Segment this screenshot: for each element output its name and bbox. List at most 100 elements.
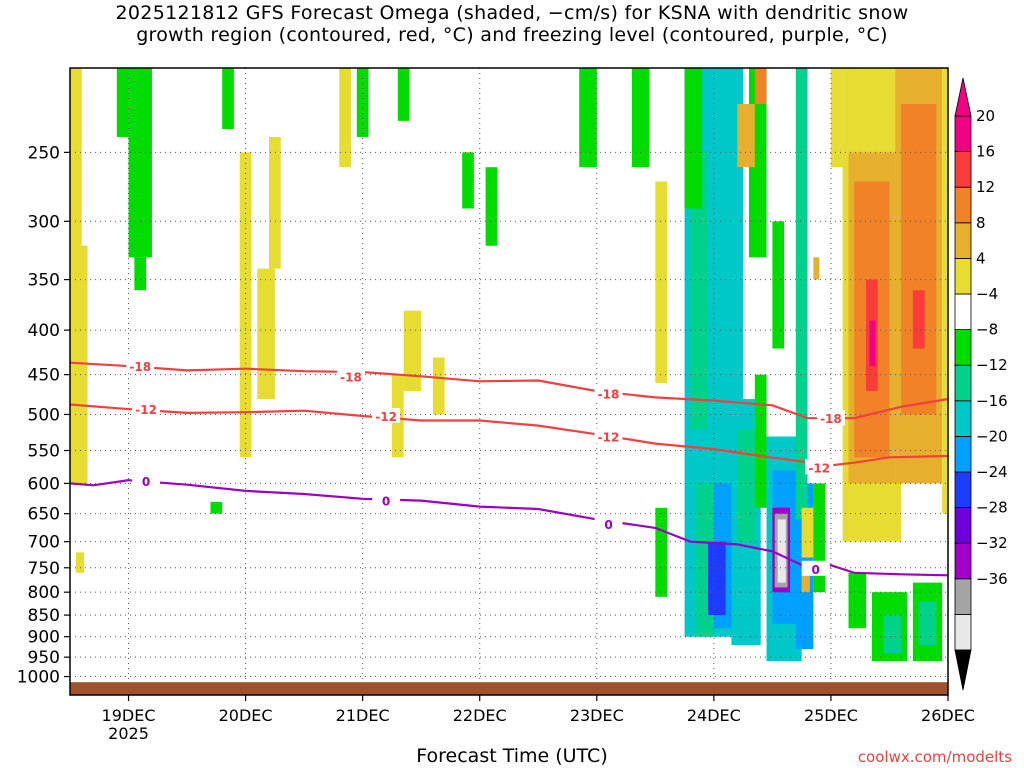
omega-region bbox=[901, 104, 937, 415]
omega-region bbox=[848, 572, 867, 629]
omega-region bbox=[801, 562, 810, 593]
omega-region bbox=[754, 374, 767, 508]
contour-label-bg bbox=[816, 410, 845, 426]
omega-region bbox=[708, 541, 726, 616]
colorbar-bottom-arrow bbox=[954, 649, 972, 691]
colorbar-swatch bbox=[954, 364, 972, 402]
omega-region bbox=[777, 519, 786, 583]
colorbar-swatch bbox=[954, 186, 972, 224]
plot-frame bbox=[69, 67, 949, 696]
colorbar-label: 12 bbox=[976, 178, 995, 196]
colorbar-swatch bbox=[954, 222, 972, 259]
colorbar-swatch bbox=[954, 151, 972, 188]
colorbar: 20 16 12 8 4 −4 −8 −12 −16 −20 −24 −28 −32 −36 bbox=[954, 77, 1008, 691]
y-tick-label: 700 bbox=[28, 533, 60, 553]
omega-region bbox=[462, 152, 474, 209]
colorbar-label: −12 bbox=[976, 356, 1008, 374]
omega-region bbox=[579, 68, 597, 168]
y-tick-label: 900 bbox=[28, 628, 60, 648]
contour-line bbox=[69, 403, 949, 467]
omega-region bbox=[737, 104, 755, 168]
y-tick-label: 550 bbox=[28, 442, 60, 462]
x-tick-sublabel: 2025 bbox=[108, 724, 149, 743]
colorbar-label: −24 bbox=[976, 463, 1008, 481]
y-tick-label: 650 bbox=[28, 505, 60, 525]
omega-region bbox=[655, 507, 668, 597]
contour-label: -18 bbox=[129, 360, 151, 374]
y-tick-label: 950 bbox=[28, 648, 60, 668]
omega-region bbox=[684, 68, 703, 209]
contour-line bbox=[69, 361, 949, 420]
colorbar-swatch bbox=[954, 542, 972, 580]
omega-region bbox=[210, 501, 223, 514]
y-tick-label: 250 bbox=[28, 143, 60, 163]
contour-label-bg bbox=[372, 492, 401, 508]
omega-region bbox=[432, 357, 445, 415]
colorbar-label: 4 bbox=[976, 249, 986, 267]
colorbar-swatch bbox=[954, 578, 972, 615]
colorbar-label: −8 bbox=[976, 321, 998, 339]
contour-label-bg bbox=[805, 459, 834, 475]
omega-region bbox=[134, 257, 147, 291]
y-tick-label: 1000 bbox=[17, 668, 60, 688]
omega-region bbox=[397, 68, 410, 121]
colorbar-label: 8 bbox=[976, 214, 986, 232]
omega-region bbox=[912, 290, 925, 349]
x-tick-label: 24DEC bbox=[687, 706, 741, 725]
omega-region bbox=[70, 68, 82, 258]
colorbar-swatch bbox=[954, 115, 972, 152]
omega-region bbox=[918, 601, 937, 646]
contour-label-bg bbox=[594, 515, 623, 531]
x-tick-label: 25DEC bbox=[804, 706, 858, 725]
colorbar-swatch bbox=[954, 614, 972, 651]
contour-label-bg bbox=[372, 407, 401, 423]
colorbar-label: 16 bbox=[976, 143, 995, 161]
x-axis-label: Forecast Time (UTC) bbox=[416, 745, 608, 767]
contour-label: -12 bbox=[375, 410, 397, 424]
y-tick-label: 450 bbox=[28, 366, 60, 386]
contour-layer: -18 -18 -18 -18 -12 -12 -12 -12 0 0 0 0 bbox=[69, 358, 949, 577]
axes: 2503003504004505005506006507007508008509… bbox=[17, 67, 975, 743]
omega-region bbox=[70, 245, 88, 484]
colorbar-label: −20 bbox=[976, 427, 1008, 445]
contour-label: -12 bbox=[135, 403, 157, 417]
colorbar-label: −16 bbox=[976, 392, 1008, 410]
omega-region bbox=[75, 552, 85, 573]
omega-region bbox=[485, 167, 498, 246]
y-tick-label: 800 bbox=[28, 583, 60, 603]
omega-region bbox=[339, 68, 351, 168]
contour-label-bg bbox=[801, 560, 830, 576]
colorbar-swatch bbox=[954, 400, 972, 437]
omega-region bbox=[795, 68, 808, 520]
contour-label-bg bbox=[594, 385, 623, 401]
y-tick-label: 400 bbox=[28, 321, 60, 341]
colorbar-top-arrow bbox=[954, 77, 972, 117]
omega-region bbox=[655, 181, 668, 383]
omega-region bbox=[942, 68, 948, 514]
colorbar-label: −4 bbox=[976, 285, 998, 303]
colorbar-label: −32 bbox=[976, 534, 1008, 552]
ground-layer bbox=[70, 682, 948, 695]
omega-region bbox=[883, 615, 902, 654]
omega-region bbox=[128, 68, 152, 258]
credit-link[interactable]: coolwx.com/modelts bbox=[857, 748, 1012, 766]
omega-region bbox=[737, 429, 755, 542]
omega-region bbox=[356, 68, 369, 137]
omega-region bbox=[813, 483, 826, 593]
colorbar-swatch bbox=[954, 471, 972, 508]
contour-label-bg bbox=[336, 368, 365, 384]
x-tick-label: 22DEC bbox=[453, 706, 507, 725]
y-tick-label: 750 bbox=[28, 559, 60, 579]
omega-region bbox=[690, 152, 709, 430]
omega-region bbox=[257, 268, 275, 400]
contour-label: -12 bbox=[598, 430, 620, 444]
contour-label: 0 bbox=[812, 563, 820, 577]
x-tick-label: 20DEC bbox=[219, 706, 273, 725]
omega-region bbox=[869, 320, 876, 367]
colorbar-swatch bbox=[954, 435, 972, 473]
contour-label: -18 bbox=[340, 370, 362, 384]
chart-title-line-2: growth region (contoured, red, °C) and f… bbox=[136, 24, 888, 46]
contour-label-bg bbox=[594, 428, 623, 444]
ground-strip bbox=[70, 682, 948, 695]
